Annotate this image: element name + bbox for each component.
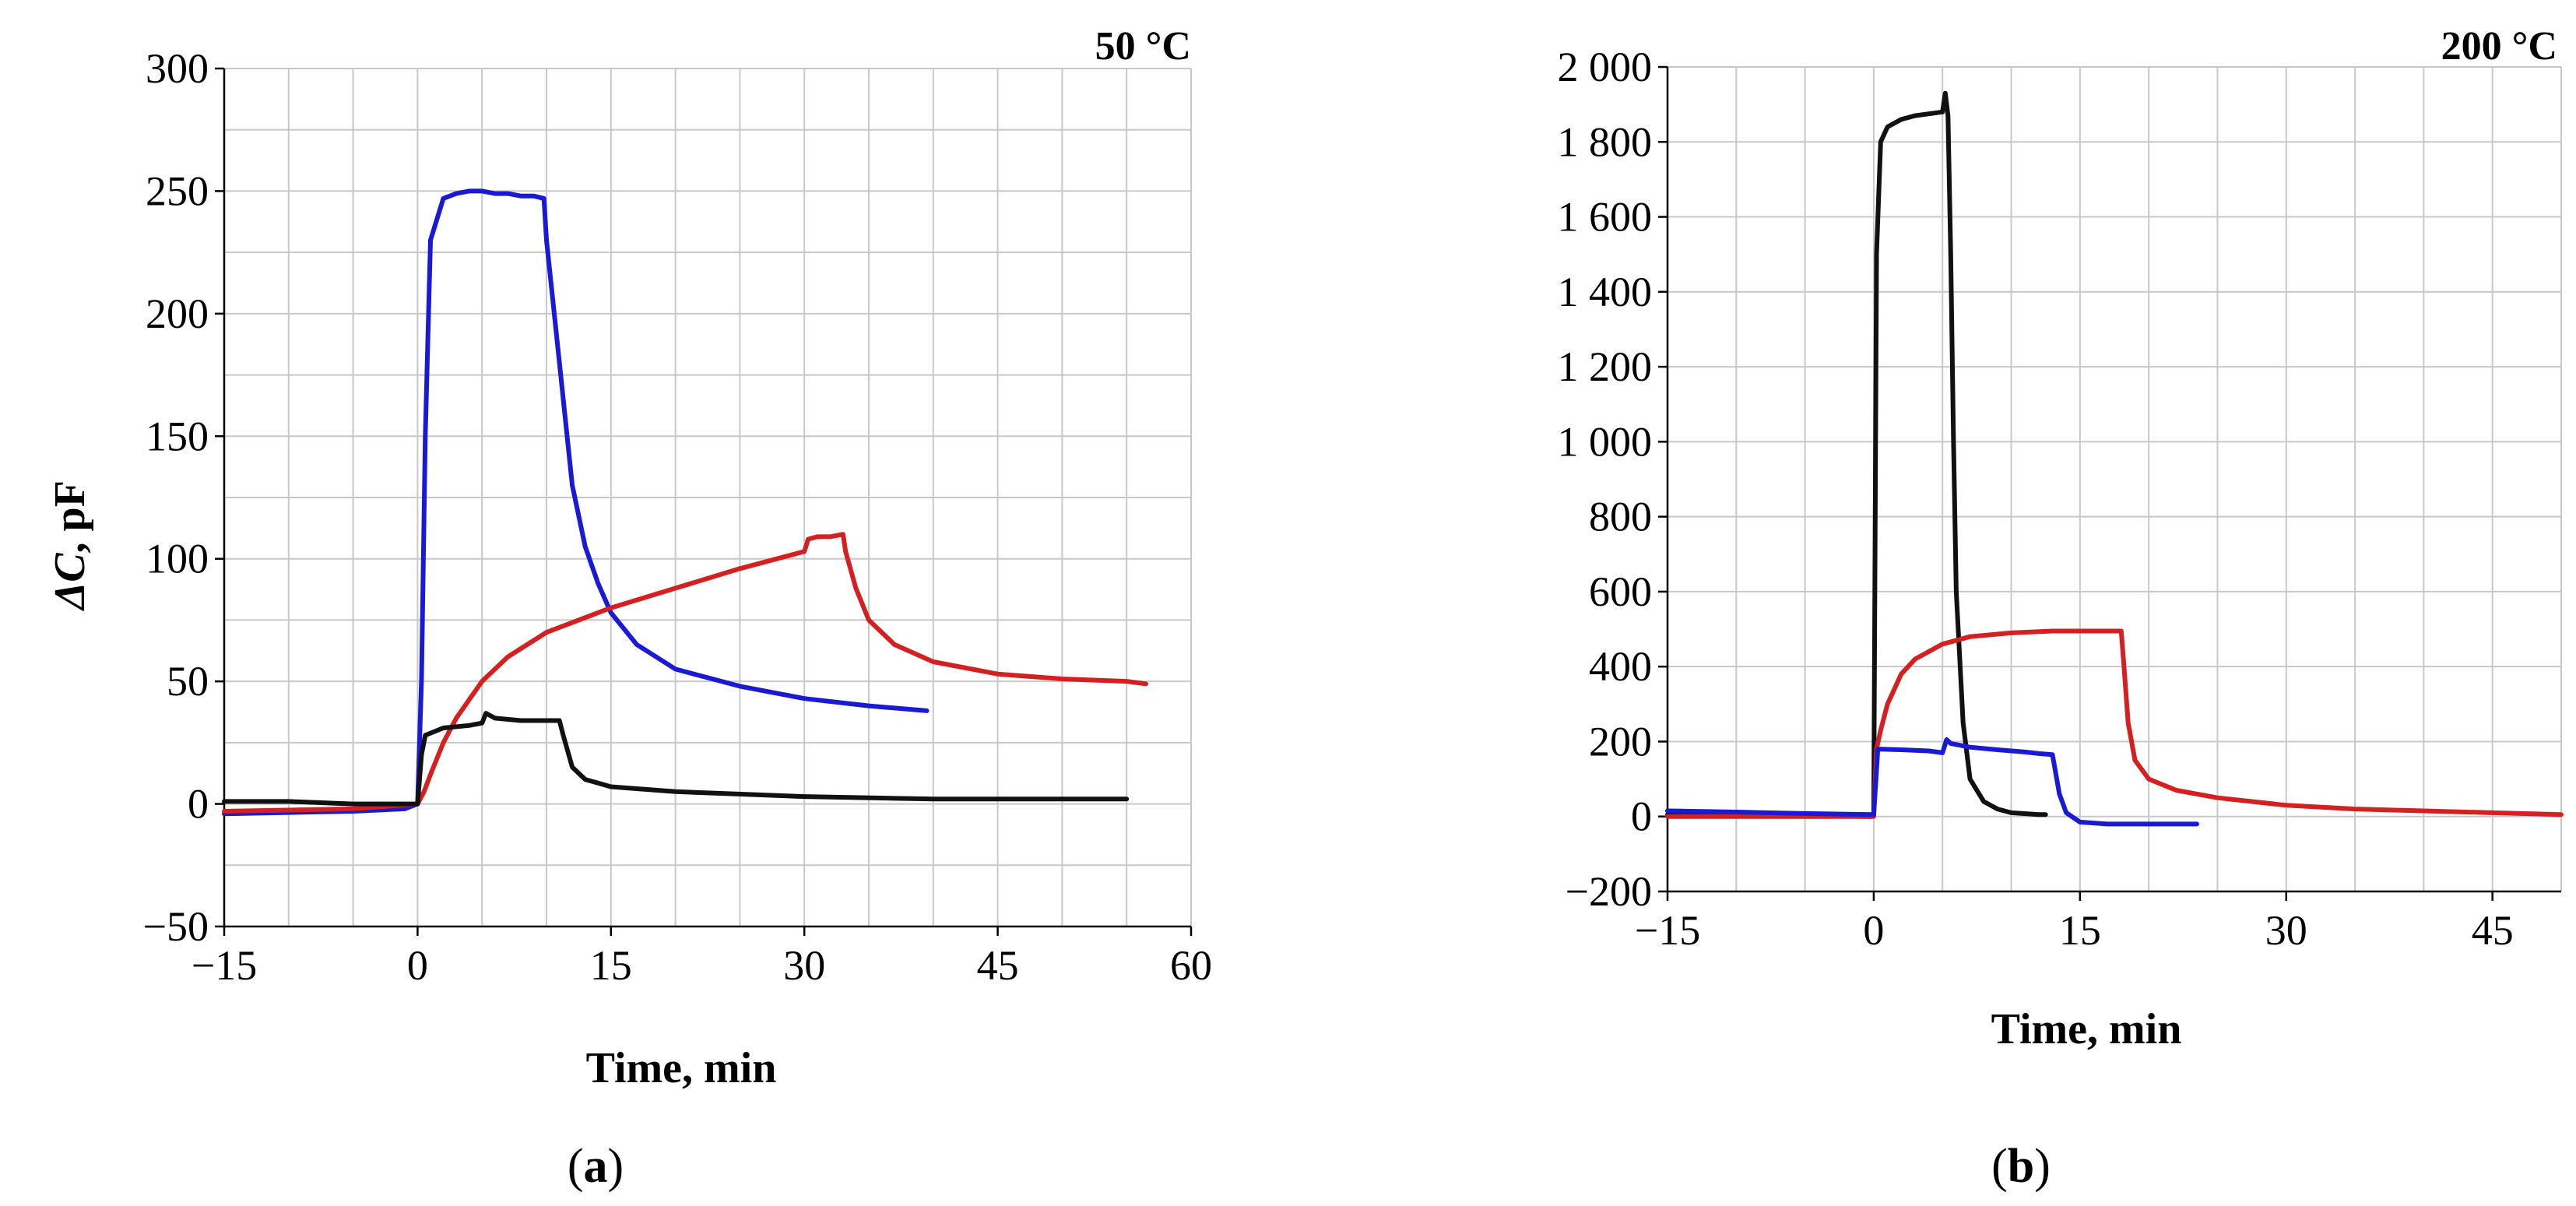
y-tick-label: 1 800 xyxy=(1558,118,1653,165)
caption-letter-b: b xyxy=(2008,1140,2034,1193)
y-tick-label: 150 xyxy=(146,413,209,459)
y-tick-label: 1 400 xyxy=(1558,269,1653,315)
y-tick-label: 200 xyxy=(1589,718,1652,765)
y-axis-unit-a: , pF xyxy=(46,480,94,553)
x-tick-label: 0 xyxy=(407,942,428,989)
y-tick-label: 0 xyxy=(1631,793,1652,840)
y-tick-label: −200 xyxy=(1566,868,1652,915)
x-axis-title-b: Time, min xyxy=(1991,1005,2182,1053)
x-tick-label: 15 xyxy=(2059,907,2101,954)
series-line-red xyxy=(222,532,1148,814)
series-group-b xyxy=(1665,90,2564,827)
tick-labels-b: −15 0 15 30 45 −200 0 200 400 600 800 1 000 1 200 1 4… xyxy=(1558,44,2514,954)
x-tick-label: 0 xyxy=(1863,907,1884,954)
caption-b: (b) xyxy=(1991,1140,2051,1193)
y-tick-label: 1 000 xyxy=(1558,418,1653,465)
x-axis-title-a: Time, min xyxy=(586,1044,777,1092)
x-tick-label: 30 xyxy=(2265,907,2307,954)
y-tick-label: 800 xyxy=(1589,494,1652,540)
tick-labels-a: −15 0 15 30 45 60 −50 0 50 100 150 200 250 300 xyxy=(143,45,1212,989)
axes-a xyxy=(215,67,1193,936)
y-axis-symbol-a: ΔC xyxy=(46,553,94,611)
series-line-black xyxy=(222,711,1130,807)
y-tick-label: 250 xyxy=(146,167,209,214)
y-tick-label: 100 xyxy=(146,536,209,582)
y-tick-label: 1 200 xyxy=(1558,343,1653,390)
y-tick-label: 200 xyxy=(146,290,209,337)
panel-title-a: 50 °C xyxy=(1095,24,1191,69)
y-tick-label: 600 xyxy=(1589,568,1652,615)
y-tick-label: 0 xyxy=(188,781,209,828)
x-tick-label: 45 xyxy=(977,942,1019,989)
x-tick-label: −15 xyxy=(192,942,257,989)
caption-a: (a) xyxy=(568,1140,624,1193)
y-tick-label: 50 xyxy=(167,658,209,705)
y-tick-label: 1 600 xyxy=(1558,194,1653,241)
x-tick-label: 15 xyxy=(590,942,632,989)
x-tick-label: 45 xyxy=(2472,907,2514,954)
x-tick-label: 30 xyxy=(783,942,825,989)
chart-panel-b: −15 0 15 30 45 −200 0 200 400 600 800 1 000 1 200 1 4… xyxy=(1558,24,2564,1193)
y-tick-label: 2 000 xyxy=(1558,44,1653,90)
x-tick-label: −15 xyxy=(1635,907,1700,954)
x-tick-label: 60 xyxy=(1170,942,1212,989)
y-tick-label: 400 xyxy=(1589,643,1652,690)
series-line-blue xyxy=(1665,737,2199,827)
y-axis-title-a: ΔC, pF xyxy=(46,480,94,611)
series-line-black xyxy=(1665,90,2048,819)
y-tick-label: 300 xyxy=(146,45,209,92)
axes-b xyxy=(1658,65,2561,901)
grid-b xyxy=(1667,66,2562,892)
series-group-a xyxy=(222,188,1148,817)
series-line-blue xyxy=(222,188,930,817)
panel-title-b: 200 °C xyxy=(2441,24,2557,69)
caption-letter-a: a xyxy=(584,1140,608,1193)
series-line-red xyxy=(1665,628,2564,819)
y-tick-label: −50 xyxy=(143,903,209,950)
